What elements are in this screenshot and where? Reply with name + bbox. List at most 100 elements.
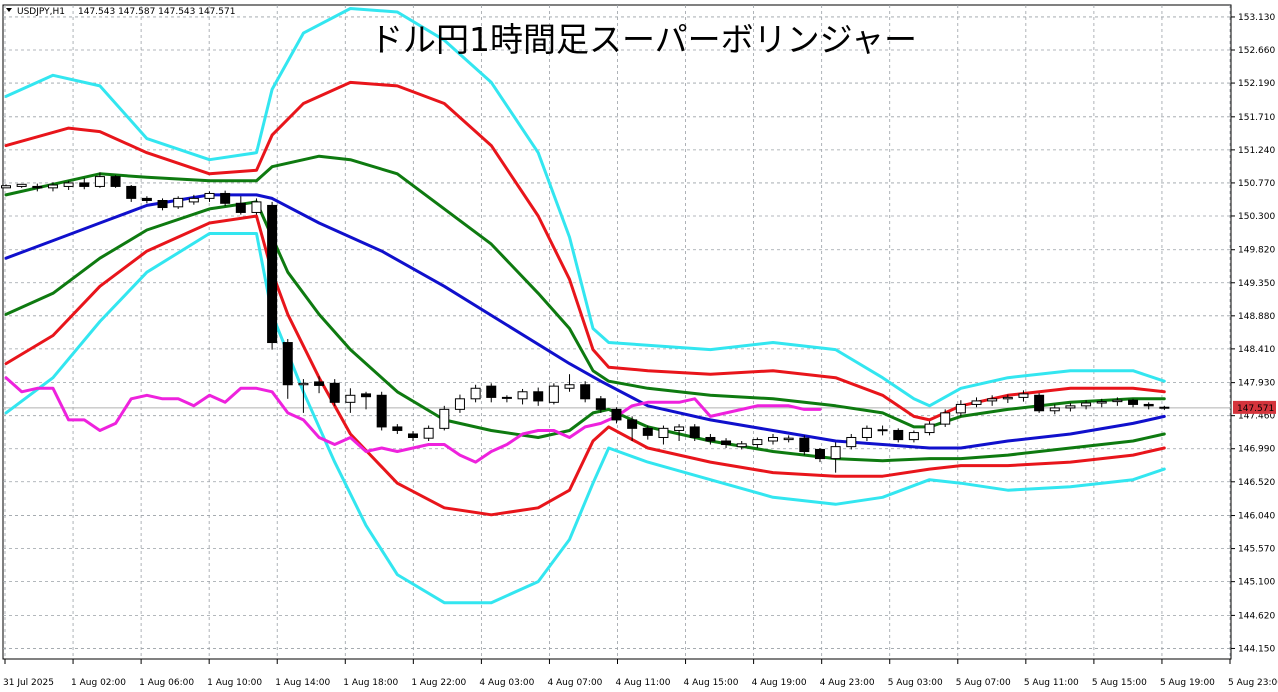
y-axis: 153.130 152.660 152.190 151.710 151.240 150.7… (1231, 13, 1275, 654)
candle-body (298, 382, 309, 386)
y-tick-label: 152.660 (1238, 46, 1275, 56)
candle-body (439, 408, 450, 429)
candle-body (376, 394, 387, 428)
bb-middle-line (4, 193, 1166, 450)
candle-body (1065, 405, 1076, 409)
y-tick-label: 145.100 (1238, 578, 1275, 588)
chart-title: ドル円1時間足スーパーボリンジャー (370, 20, 917, 59)
y-tick-label: 149.820 (1238, 246, 1275, 256)
candle-body (361, 393, 372, 398)
candle-body (204, 192, 215, 199)
candle-body (47, 184, 58, 189)
candle-body (141, 197, 152, 201)
candle-body (971, 400, 982, 405)
candle-layer (1, 172, 1170, 473)
y-tick-label: 150.300 (1238, 212, 1275, 222)
candle-body (533, 391, 544, 402)
candle-body (861, 427, 872, 438)
y-tick-label: 149.350 (1238, 279, 1275, 289)
candle-body (548, 385, 559, 403)
x-tick-label: 4 Aug 11:00 (616, 678, 671, 688)
x-tick-label: 4 Aug 19:00 (752, 678, 807, 688)
candle-body (846, 436, 857, 448)
candle-body (501, 396, 512, 399)
candle-body (329, 382, 340, 403)
bb-lower1-line (4, 200, 1166, 463)
y-tick-label: 147.460 (1238, 412, 1275, 422)
candle-body (768, 436, 779, 442)
symbol-header: USDJPY,H1 147.543 147.587 147.543 147.57… (6, 7, 235, 17)
candle-body (1159, 406, 1170, 409)
candle-body (79, 182, 90, 187)
x-tick-label: 5 Aug 07:00 (956, 678, 1011, 688)
x-tick-label: 4 Aug 15:00 (684, 678, 739, 688)
candle-body (940, 412, 951, 425)
candle-body (1, 185, 11, 189)
candle-body (658, 427, 669, 438)
candle-body (1128, 399, 1139, 405)
y-tick-label: 153.130 (1238, 13, 1275, 23)
symbol-label: USDJPY,H1 (17, 7, 65, 17)
candle-body (282, 342, 293, 386)
x-tick-label: 5 Aug 15:00 (1092, 678, 1147, 688)
candle-body (173, 197, 184, 208)
current-price-box (1233, 400, 1276, 414)
candle-body (877, 429, 888, 432)
candle-body (783, 437, 794, 441)
plot-frame (2, 4, 1232, 660)
candle-body (220, 192, 231, 204)
candle-body (392, 426, 403, 431)
ohlc-readout: 147.543 147.587 147.543 147.571 (78, 7, 235, 17)
x-tick-label: 4 Aug 23:00 (820, 678, 875, 688)
bb-upper3-line (4, 7, 1166, 408)
candle-body (1002, 396, 1013, 400)
candle-body (454, 398, 465, 410)
grid-layer (3, 5, 1231, 659)
candle-body (955, 403, 966, 414)
y-tick-label: 144.620 (1238, 611, 1275, 621)
candle-body (517, 391, 528, 400)
x-tick-label: 5 Aug 03:00 (888, 678, 943, 688)
lagging-span-line (4, 376, 822, 464)
candle-body (799, 437, 810, 453)
candle-body (32, 185, 43, 189)
candle-body (470, 387, 481, 400)
x-tick-label: 4 Aug 07:00 (547, 678, 602, 688)
candle-body (126, 185, 137, 199)
candle-body (736, 443, 747, 448)
y-tick-label: 148.410 (1238, 345, 1275, 355)
candle-body (345, 394, 356, 403)
y-tick-label: 151.710 (1238, 113, 1275, 123)
candle-body (814, 448, 825, 460)
bb-lower3-line (4, 232, 1166, 605)
candle-body (705, 436, 716, 442)
candle-body (752, 439, 763, 446)
y-tick-label: 150.770 (1238, 179, 1275, 189)
y-tick-label: 147.930 (1238, 379, 1275, 389)
y-tick-label: 144.150 (1238, 644, 1275, 654)
x-tick-label: 1 Aug 06:00 (139, 678, 194, 688)
candle-body (642, 427, 653, 436)
candle-body (611, 408, 622, 421)
current-price-label: 147.571 (1237, 404, 1274, 414)
candle-body (1081, 402, 1092, 407)
candle-body (830, 446, 841, 460)
x-tick-label: 1 Aug 14:00 (275, 678, 330, 688)
candle-body (157, 199, 168, 209)
x-tick-label: 1 Aug 22:00 (411, 678, 466, 688)
y-tick-label: 145.570 (1238, 545, 1275, 555)
candle-body (235, 202, 246, 213)
candle-body (908, 432, 919, 441)
candle-body (674, 426, 685, 431)
y-tick-label: 152.190 (1238, 79, 1275, 89)
candle-body (893, 429, 904, 441)
candle-body (924, 423, 935, 434)
x-tick-label: 5 Aug 11:00 (1024, 678, 1079, 688)
chevron-down-icon[interactable] (6, 8, 12, 12)
x-tick-label: 4 Aug 03:00 (479, 678, 534, 688)
candle-body (689, 426, 700, 438)
y-tick-label: 151.240 (1238, 146, 1275, 156)
candle-body (1018, 393, 1029, 398)
